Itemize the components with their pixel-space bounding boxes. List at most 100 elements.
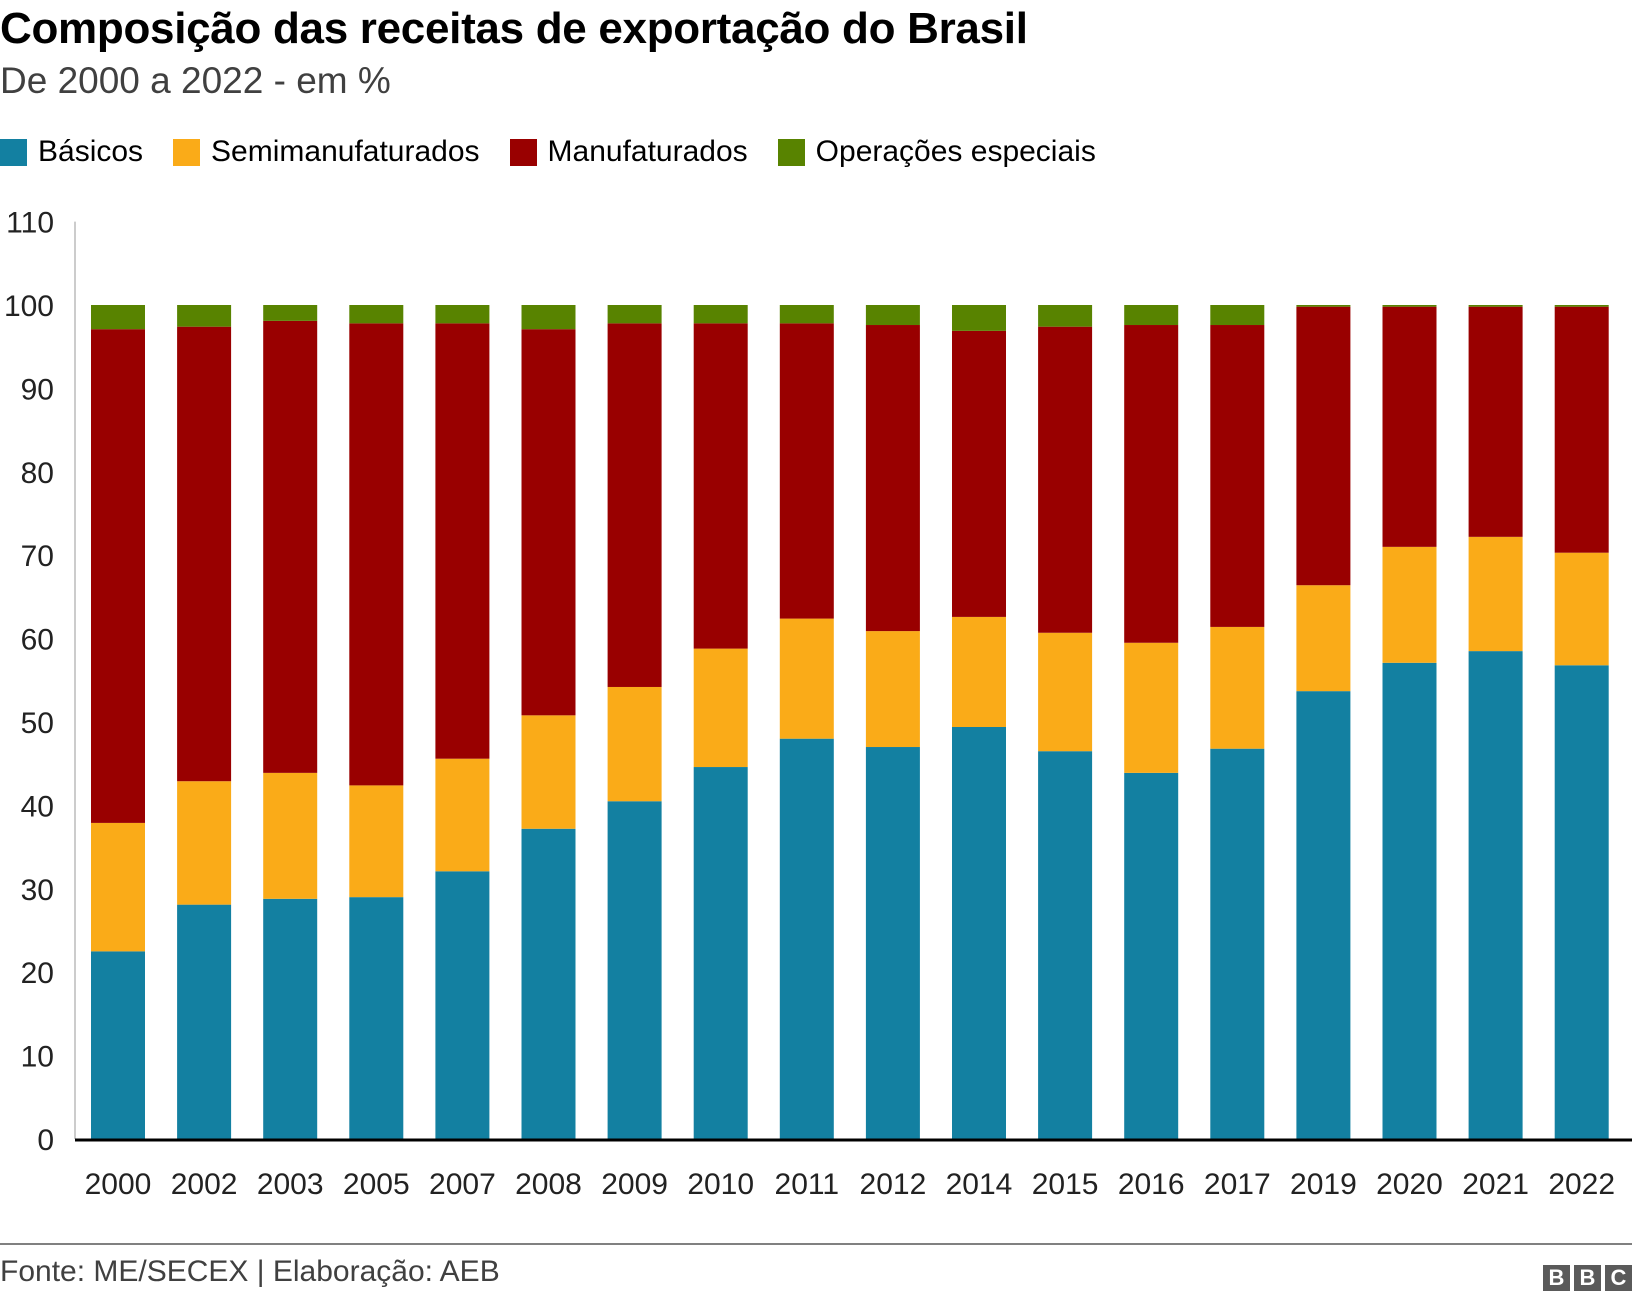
bar-segment-operacoes-especiais-2009 — [607, 305, 662, 324]
y-tick-label: 80 — [21, 457, 54, 490]
bar-segment-manufaturados-2017 — [1210, 325, 1265, 627]
bar-segment-basicos-2010 — [693, 767, 748, 1139]
bar-segment-basicos-2022 — [1554, 665, 1609, 1139]
bar-segment-manufaturados-2020 — [1382, 306, 1437, 547]
bar-segment-manufaturados-2000 — [91, 329, 145, 823]
bar-segment-manufaturados-2010 — [693, 323, 748, 649]
bar-segment-basicos-2007 — [435, 871, 490, 1139]
bar-segment-operacoes-especiais-2000 — [91, 305, 145, 330]
x-tick-label: 2007 — [429, 1168, 496, 1200]
y-tick-label: 40 — [21, 790, 54, 823]
y-tick-label: 110 — [6, 207, 54, 240]
x-tick-label: 2014 — [946, 1168, 1013, 1200]
bar-segment-semimanufaturados-2011 — [779, 618, 834, 739]
bar-segment-semimanufaturados-2000 — [91, 822, 145, 952]
x-tick-label: 2012 — [860, 1168, 927, 1200]
bar-segment-basicos-2009 — [607, 801, 662, 1139]
bar-segment-basicos-2005 — [349, 897, 404, 1139]
bar-segment-manufaturados-2015 — [1038, 326, 1093, 633]
bar-segment-semimanufaturados-2007 — [435, 758, 490, 872]
footer-divider — [0, 1243, 1632, 1245]
bar-segment-basicos-2003 — [263, 898, 318, 1139]
x-tick-label: 2015 — [1032, 1168, 1099, 1200]
bar-segment-basicos-2021 — [1468, 651, 1523, 1139]
bar-segment-semimanufaturados-2005 — [349, 785, 404, 898]
bar-segment-basicos-2012 — [865, 747, 920, 1139]
bar-segment-basicos-2016 — [1124, 772, 1179, 1139]
bar-segment-manufaturados-2022 — [1554, 306, 1609, 553]
x-tick-label: 2021 — [1462, 1168, 1529, 1200]
bar-segment-operacoes-especiais-2014 — [952, 305, 1006, 331]
x-tick-label: 2016 — [1118, 1168, 1185, 1200]
bar-segment-semimanufaturados-2020 — [1382, 546, 1437, 663]
bar-segment-operacoes-especiais-2011 — [779, 305, 834, 324]
chart-title: Composição das receitas de exportação do… — [0, 4, 1028, 53]
bar-segment-manufaturados-2007 — [435, 323, 490, 759]
bar-segment-manufaturados-2003 — [263, 320, 318, 773]
bar-segment-semimanufaturados-2014 — [952, 616, 1006, 728]
legend-item-semimanufaturados: Semimanufaturados — [173, 135, 480, 169]
x-tick-label: 2002 — [171, 1168, 238, 1200]
y-tick-label: 20 — [21, 957, 54, 990]
bar-segment-manufaturados-2009 — [607, 323, 662, 687]
bar-segment-operacoes-especiais-2021 — [1468, 305, 1523, 307]
x-tick-label: 2005 — [343, 1168, 410, 1200]
bar-segment-operacoes-especiais-2019 — [1296, 305, 1351, 307]
bar-segment-manufaturados-2016 — [1124, 325, 1179, 643]
bar-segment-semimanufaturados-2009 — [607, 686, 662, 802]
x-tick-label: 2010 — [687, 1168, 754, 1200]
y-tick-label: 10 — [21, 1041, 54, 1074]
bar-segment-manufaturados-2012 — [865, 325, 920, 632]
bar-segment-manufaturados-2011 — [779, 323, 834, 619]
bar-segment-operacoes-especiais-2020 — [1382, 305, 1437, 307]
y-tick-label: 60 — [21, 624, 54, 657]
bar-segment-semimanufaturados-2015 — [1038, 632, 1093, 752]
x-tick-label: 2008 — [515, 1168, 582, 1200]
bar-segment-manufaturados-2014 — [952, 330, 1006, 617]
bar-segment-semimanufaturados-2003 — [263, 772, 318, 899]
legend-swatch — [173, 138, 201, 166]
x-tick-label: 2019 — [1290, 1168, 1357, 1200]
bar-segment-semimanufaturados-2012 — [865, 631, 920, 748]
bar-segment-semimanufaturados-2017 — [1210, 626, 1265, 749]
bar-segment-operacoes-especiais-2015 — [1038, 305, 1093, 327]
bar-segment-operacoes-especiais-2017 — [1210, 305, 1265, 326]
bar-segment-semimanufaturados-2021 — [1468, 536, 1523, 652]
legend-item-basicos: Básicos — [0, 135, 143, 169]
bar-segment-semimanufaturados-2010 — [693, 648, 748, 768]
bar-segment-semimanufaturados-2019 — [1296, 585, 1351, 692]
x-tick-label: 2009 — [601, 1168, 668, 1200]
y-tick-label: 90 — [21, 373, 54, 406]
bar-segment-basicos-2019 — [1296, 691, 1351, 1139]
x-tick-label: 2003 — [257, 1168, 324, 1200]
bar-segment-semimanufaturados-2008 — [521, 715, 576, 829]
x-tick-label: 2022 — [1548, 1168, 1615, 1200]
bar-segment-semimanufaturados-2016 — [1124, 642, 1179, 773]
legend-label: Básicos — [38, 135, 144, 168]
y-tick-label: 100 — [4, 290, 54, 323]
bbc-logo-letter: C — [1605, 1265, 1632, 1291]
legend-item-operacoes-especiais: Operações especiais — [777, 135, 1096, 169]
legend-label: Manufaturados — [547, 135, 748, 168]
legend-swatch — [0, 138, 27, 166]
bar-segment-basicos-2002 — [177, 904, 232, 1139]
y-tick-label: 50 — [21, 707, 54, 740]
x-tick-label: 2020 — [1376, 1168, 1443, 1200]
y-tick-label: 70 — [21, 540, 54, 573]
legend: Básicos Semimanufaturados Manufaturados Ope… — [0, 134, 1126, 170]
bar-segment-manufaturados-2008 — [521, 329, 576, 716]
bar-segment-operacoes-especiais-2008 — [521, 305, 576, 330]
bar-segment-operacoes-especiais-2007 — [435, 305, 490, 324]
legend-label: Operações especiais — [815, 135, 1096, 168]
chart-subtitle: De 2000 a 2022 - em % — [0, 60, 391, 101]
bar-segment-basicos-2017 — [1210, 748, 1265, 1139]
bar-segment-operacoes-especiais-2012 — [865, 305, 920, 326]
bbc-logo: B B C — [1543, 1265, 1632, 1291]
x-tick-label: 2017 — [1204, 1168, 1271, 1200]
bar-segment-operacoes-especiais-2005 — [349, 305, 404, 324]
bar-segment-operacoes-especiais-2010 — [693, 305, 748, 324]
bar-segment-basicos-2014 — [952, 727, 1006, 1139]
y-tick-label: 30 — [21, 874, 54, 907]
bar-segment-operacoes-especiais-2003 — [263, 305, 318, 321]
bar-segment-operacoes-especiais-2002 — [177, 305, 232, 327]
